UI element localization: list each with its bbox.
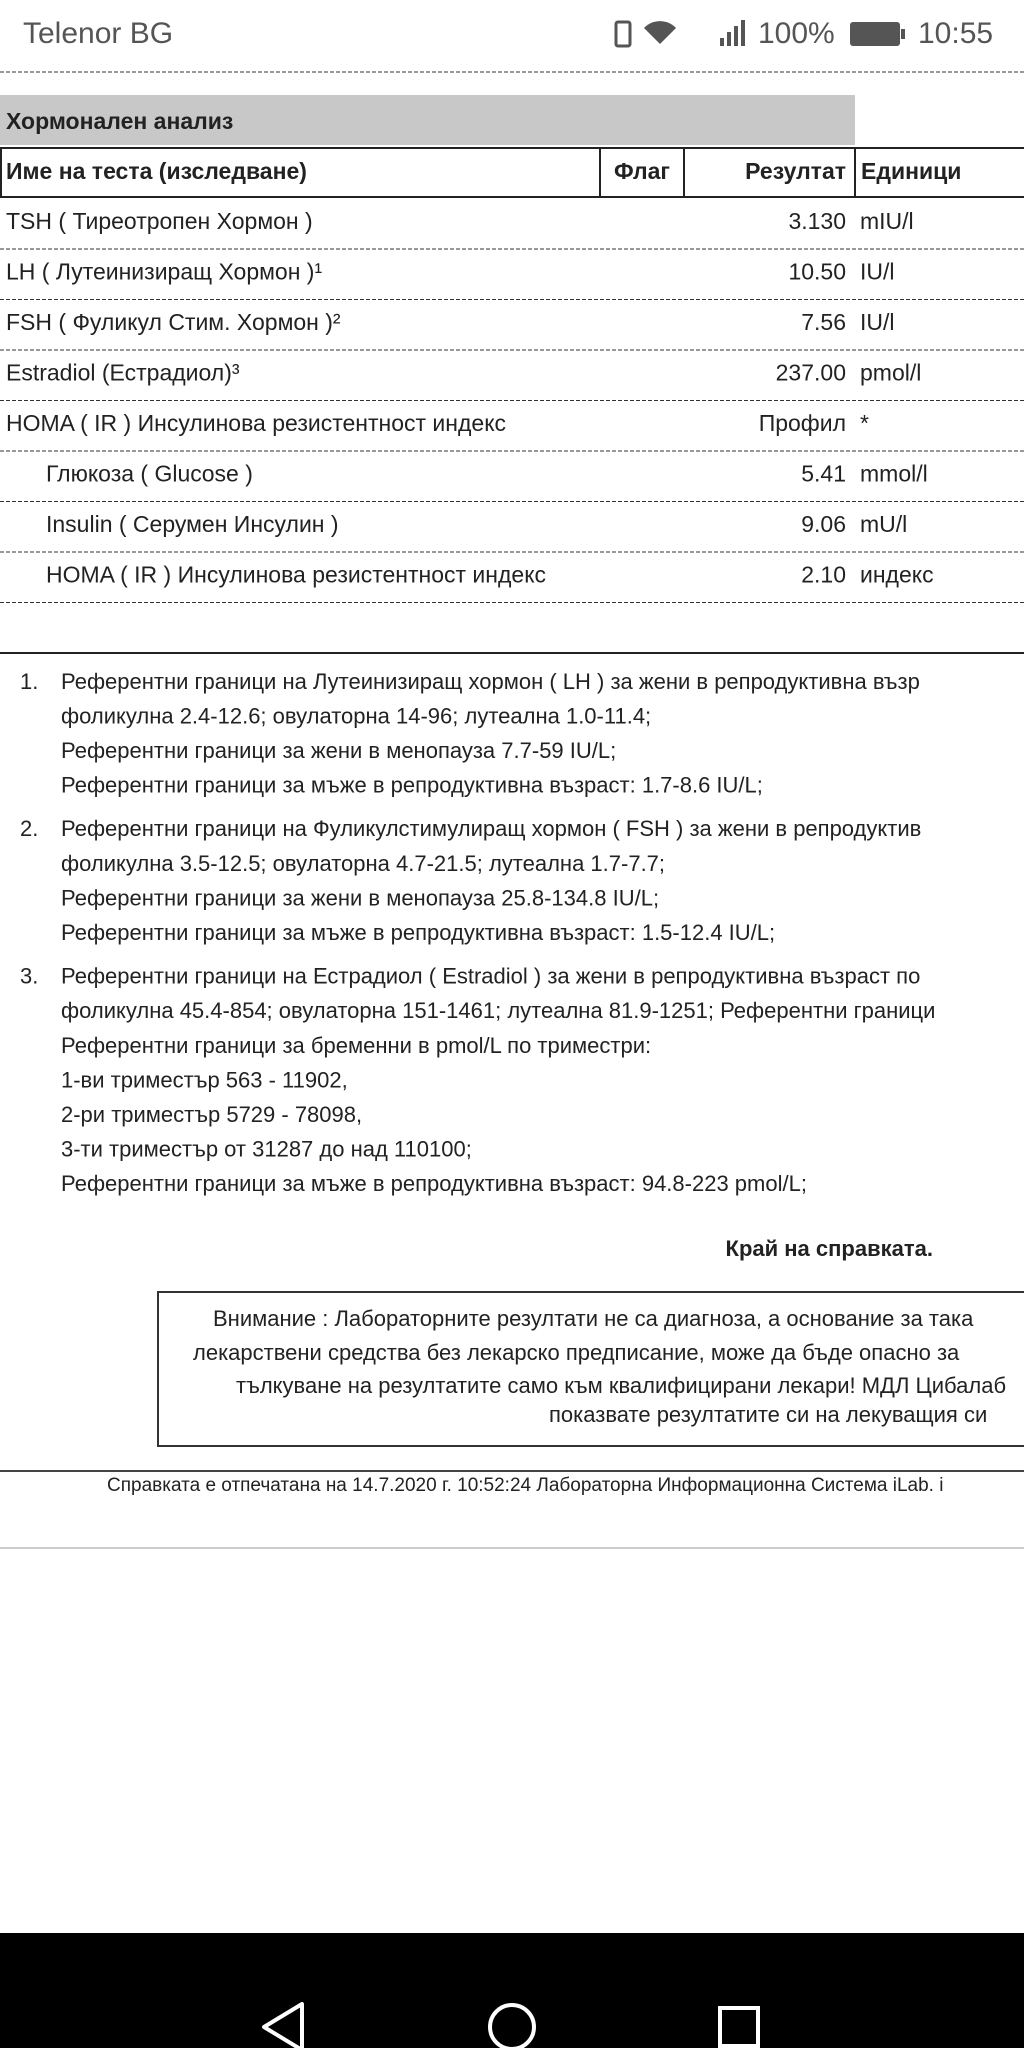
warning-box <box>157 1291 1024 1447</box>
footnote-line: Референтни граници за мъже в репродуктив… <box>61 773 763 798</box>
test-name: Глюкоза ( Glucose ) <box>46 461 253 487</box>
footnote-line: Референтни граници за жени в менопауза 2… <box>61 885 659 910</box>
test-unit: mmol/l <box>860 461 928 487</box>
test-result: 7.56 <box>801 309 846 335</box>
test-result: Профил <box>759 410 846 436</box>
test-result: 3.130 <box>788 208 846 234</box>
test-result: 237.00 <box>776 360 846 386</box>
test-unit: индекс <box>860 562 934 588</box>
footnote-line: фоликулна 3.5-12.5; овулаторна 4.7-21.5;… <box>61 851 665 876</box>
section-bar <box>0 95 855 145</box>
footnote-line: Референтни граници на Лутеинизиращ хормо… <box>61 669 920 694</box>
footnote-line: 3-ти триместър от 31287 до над 110100; <box>61 1137 472 1162</box>
footnote-line: Референтни граници на Естрадиол ( Estrad… <box>61 964 920 989</box>
test-result: 9.06 <box>801 511 846 537</box>
footnote-line: 2-ри триместър 5729 - 78098, <box>61 1102 362 1127</box>
footer: Справката е отпечатана на 14.7.2020 г. 1… <box>107 1475 943 1496</box>
section-title: Хормонален анализ <box>6 108 233 134</box>
test-name: FSH ( Фуликул Стим. Хормон )² <box>6 309 341 335</box>
test-name: HOMA ( IR ) Инсулинова резистентност инд… <box>6 410 506 436</box>
test-unit: pmol/l <box>860 360 921 386</box>
end-text: Край на справката. <box>726 1236 933 1261</box>
footnote-line: Референтни граници за жени в менопауза 7… <box>61 738 616 763</box>
footnote-line: фоликулна 45.4-854; овулаторна 151-1461;… <box>61 998 935 1023</box>
warning-line: показвате резултатите си на лекуващия си <box>549 1402 987 1427</box>
test-name: TSH ( Тиреотропен Хормон ) <box>6 208 313 234</box>
clock: 10:55 <box>918 17 993 50</box>
footnote-line: Референтни граници за мъже в репродуктив… <box>61 1171 807 1196</box>
footnote-number: 1. <box>20 669 38 694</box>
test-result: 10.50 <box>788 259 846 285</box>
signal-icons <box>614 20 745 48</box>
nav-bar <box>0 1933 1024 2048</box>
recents-button[interactable] <box>718 2006 760 2048</box>
warning-line: Внимание : Лабораторните резултати не са… <box>213 1306 974 1331</box>
test-unit: mU/l <box>860 511 907 537</box>
header-name: Име на теста (изследване) <box>6 158 307 184</box>
footnote-number: 3. <box>20 964 38 989</box>
footnote-line: Референтни граници за бременни в pmol/L … <box>61 1033 651 1058</box>
test-unit: IU/l <box>860 309 895 335</box>
footnote-line: 1-ви триместър 563 - 11902, <box>61 1067 348 1092</box>
back-button[interactable] <box>262 2002 304 2048</box>
footnote-line: Референтни граници на Фуликулстимулиращ … <box>61 816 921 841</box>
test-name: LH ( Лутеинизиращ Хормон )¹ <box>6 259 322 285</box>
footnotes: 1. Референтни граници на Лутеинизиращ хор… <box>20 669 935 1196</box>
test-name: Estradiol (Естрадиол)³ <box>6 360 240 386</box>
warning: Внимание : Лабораторните резултати не са… <box>193 1306 1006 1427</box>
footnote-number: 2. <box>20 816 38 841</box>
test-result: 2.10 <box>801 562 846 588</box>
test-unit: IU/l <box>860 259 895 285</box>
warning-line: тълкуване на резултатите само към квалиф… <box>236 1373 1006 1398</box>
warning-line: лекарствени средства без лекарско предпи… <box>193 1340 960 1365</box>
header-unit: Единици <box>861 158 961 184</box>
test-unit: * <box>860 410 869 436</box>
home-button[interactable] <box>488 2003 536 2048</box>
table-header-frame <box>0 147 1024 198</box>
header-flag: Флаг <box>614 158 670 184</box>
carrier: Telenor BG <box>23 17 173 50</box>
footnote-line: фоликулна 2.4-12.6; овулаторна 14-96; лу… <box>61 703 651 728</box>
battery-icon <box>850 22 905 46</box>
table-body: TSH ( Тиреотропен Хормон ) 3.130 mIU/l LH (… <box>0 208 1024 603</box>
test-result: 5.41 <box>801 461 846 487</box>
header-result: Резултат <box>745 158 846 184</box>
battery-level: 100% <box>758 17 835 50</box>
test-name: HOMA ( IR ) Инсулинова резистентност инд… <box>46 562 546 588</box>
test-name: Insulin ( Серумен Инсулин ) <box>46 511 339 537</box>
test-unit: mIU/l <box>860 208 914 234</box>
footnote-line: Референтни граници за мъже в репродуктив… <box>61 920 775 945</box>
